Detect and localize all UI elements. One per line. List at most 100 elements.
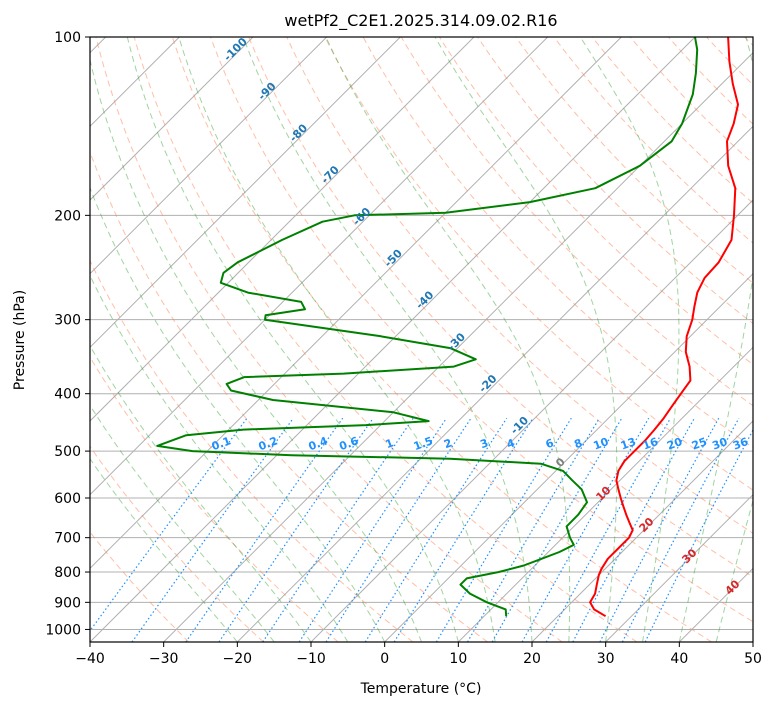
y-tick-label: 700 (54, 531, 81, 547)
x-tick-label: −40 (75, 651, 105, 667)
moist-adiabat (90, 458, 238, 642)
moist-adiabat (678, 37, 753, 642)
x-tick-label: 30 (597, 651, 615, 667)
y-tick-label: 100 (54, 30, 81, 46)
mixing-ratio-line (90, 417, 248, 632)
dry-adiabat (515, 37, 753, 284)
x-tick-label: 50 (744, 651, 762, 667)
mixing-ratio-label: 30 (710, 435, 729, 453)
mixing-ratio-lines (90, 417, 753, 642)
mixing-ratio-line (131, 417, 294, 642)
dry-adiabat (591, 37, 753, 204)
moist-adiabat (126, 37, 459, 642)
dry-adiabat (477, 37, 753, 325)
mixing-ratio-line (325, 417, 472, 642)
x-tick-label: −10 (296, 651, 326, 667)
mixing-ratio-line (466, 417, 600, 642)
y-tick-label: 500 (54, 444, 81, 460)
dry-adiabat (324, 37, 753, 491)
y-tick-label: 900 (54, 595, 81, 611)
moist-adiabat (242, 37, 533, 642)
dry-adiabat (400, 37, 753, 407)
sounding-series (156, 37, 739, 618)
dry-adiabats (90, 37, 753, 642)
moist-adiabat (90, 57, 422, 642)
mixing-ratio-label: 0.2 (257, 434, 280, 453)
mixing-ratio-label: 20 (665, 435, 684, 453)
isotherm-line (163, 51, 753, 642)
mixing-ratio-label: 10 (592, 435, 611, 453)
y-tick-label: 1000 (45, 622, 81, 638)
moist-adiabat (325, 37, 571, 642)
dry-adiabat (90, 259, 414, 642)
mixing-ratio-label: 3 (478, 436, 490, 451)
isotherm-line (90, 37, 254, 201)
isotherm-line (90, 37, 549, 496)
mixing-ratio-line (262, 417, 414, 642)
temperature-profile (589, 37, 739, 618)
isotherm-line (90, 37, 401, 349)
dry-adiabat (248, 37, 753, 578)
y-axis-label: Pressure (hPa) (12, 290, 28, 390)
isotherm-line (90, 37, 475, 422)
x-tick-label: −30 (149, 651, 179, 667)
mixing-ratio-line (621, 417, 740, 642)
plot-frame (89, 36, 754, 643)
mixing-ratio-label: 8 (572, 436, 584, 451)
x-axis-label: Temperature (°C) (360, 681, 482, 697)
isotherm-line (90, 37, 622, 570)
mixing-ratio-line (364, 417, 508, 642)
mixing-ratio-line (491, 417, 623, 642)
mixing-ratio-label: 13 (619, 435, 638, 452)
moist-adiabat (434, 37, 618, 642)
moist-adiabat (90, 404, 275, 642)
mixing-ratio-line (545, 417, 672, 642)
isotherm-line (531, 420, 753, 642)
chart-title: wetPf2_C2E1.2025.314.09.02.R16 (284, 11, 557, 31)
mixing-ratio-label: 4 (505, 436, 517, 451)
dry-adiabat (171, 37, 712, 642)
isotherm-line (457, 346, 753, 642)
mixing-ratio-line (572, 417, 695, 642)
y-tick-label: 200 (54, 208, 81, 224)
isotherm-line (90, 37, 328, 275)
mixing-ratio-line (644, 428, 753, 642)
y-tick-label: 600 (54, 491, 81, 507)
mixing-ratio-line (298, 417, 447, 642)
moist-adiabat (90, 186, 386, 642)
x-axis-ticks: −40 −30 −20 −10 0 10 20 30 40 50 (75, 642, 762, 667)
mixing-ratio-line (599, 417, 720, 642)
y-tick-label: 400 (54, 387, 81, 403)
moist-adiabat (90, 344, 312, 642)
moist-adiabat (90, 274, 349, 642)
x-tick-label: 10 (449, 651, 467, 667)
y-tick-label: 300 (54, 313, 81, 329)
mixing-ratio-line (521, 417, 650, 642)
dewpoint-profile (156, 37, 699, 617)
y-tick-label: 800 (54, 565, 81, 581)
isopleth-labels: 0.1 0.2 0.4 0.6 1 1.5 2 3 4 6 8 10 13 16 20 25 30 36-100-… (210, 37, 750, 598)
mixing-ratio-label: 0.1 (210, 434, 233, 453)
x-tick-label: −20 (223, 651, 253, 667)
mixing-ratio-label: 36 (731, 435, 750, 453)
mixing-ratio-label: 2 (442, 436, 454, 451)
skewed-isotherms (90, 37, 753, 642)
dry-adiabat (629, 37, 753, 165)
x-tick-label: 40 (670, 651, 688, 667)
x-tick-label: 20 (523, 651, 541, 667)
dry-adiabat (95, 37, 563, 642)
mixing-ratio-label: 6 (544, 436, 556, 451)
mixing-ratio-label: 1 (384, 436, 396, 451)
dry-adiabat (133, 37, 638, 642)
moist-adiabat (178, 37, 496, 642)
plot-area: 0.1 0.2 0.4 0.6 1 1.5 2 3 4 6 8 10 13 16 20 25 30 36-100-… (90, 37, 753, 642)
moist-adiabats (90, 37, 753, 642)
isotherm-line (90, 37, 696, 642)
mixing-ratio-label: 0.6 (338, 434, 361, 453)
mixing-ratio-label: 25 (690, 435, 709, 452)
mixing-ratio-label: 16 (641, 435, 660, 453)
moist-adiabat (579, 37, 680, 642)
